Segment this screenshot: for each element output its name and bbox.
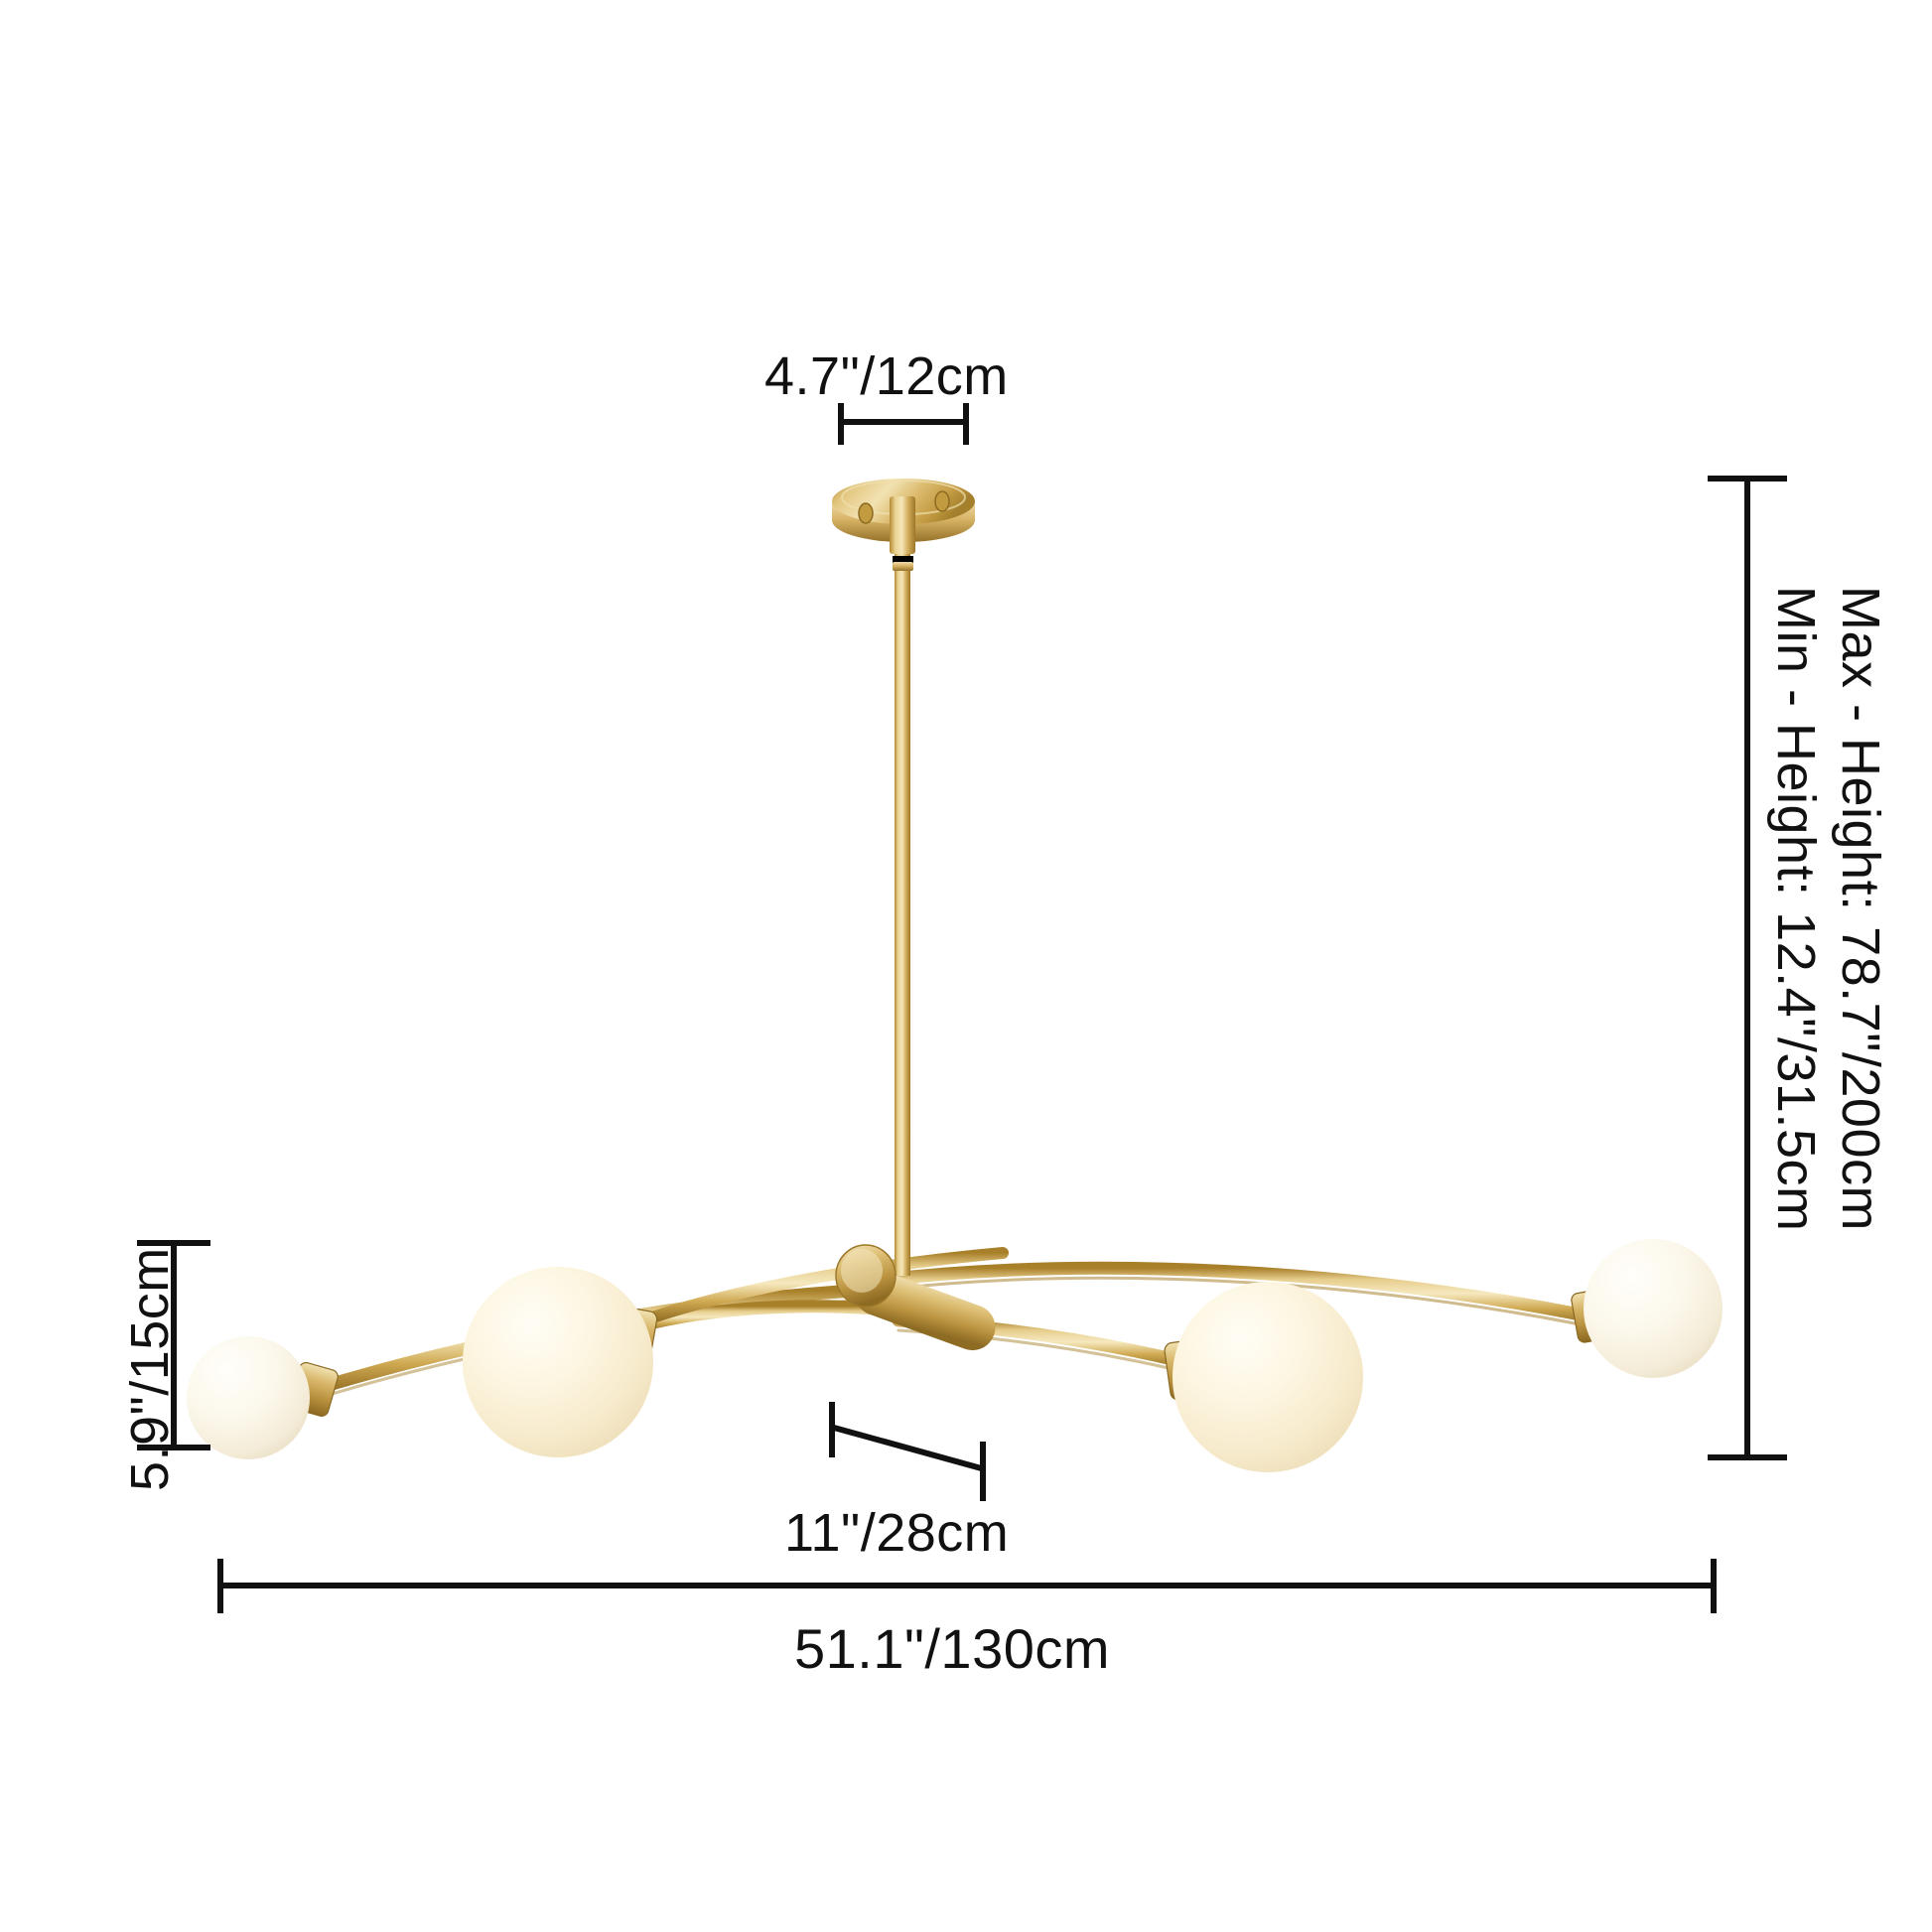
socket-collars <box>289 1288 1618 1417</box>
arm-span-line <box>829 1402 986 1501</box>
ceiling-canopy <box>832 479 975 554</box>
drop-stem <box>893 541 913 1276</box>
dimension-lines <box>137 403 1787 1613</box>
canopy-width-label: 4.7"/12cm <box>764 346 1009 406</box>
canopy-width-line <box>838 403 969 445</box>
hub-cap-disc <box>835 1244 897 1308</box>
globe-far-left <box>187 1336 310 1459</box>
globe-drop-label: 5.9"/15cm <box>120 1247 180 1491</box>
canopy-screw-right <box>934 490 950 512</box>
globe-far-right <box>1584 1239 1723 1378</box>
center-hub <box>835 1244 996 1351</box>
total-width-label: 51.1"/130cm <box>794 1617 1111 1680</box>
total-width-line <box>217 1559 1717 1613</box>
min-height-label: Min - Height: 12.4"/31.5cm <box>1766 586 1826 1232</box>
globe-left <box>463 1267 653 1457</box>
max-height-label: Max - Height: 78.7"/200cm <box>1831 586 1890 1231</box>
opal-glass-globes <box>187 1239 1723 1472</box>
curved-arms <box>299 1247 1635 1404</box>
canopy-screw-left <box>858 502 874 524</box>
arm-span-label: 11"/28cm <box>784 1503 1010 1563</box>
globe-right <box>1173 1282 1363 1472</box>
